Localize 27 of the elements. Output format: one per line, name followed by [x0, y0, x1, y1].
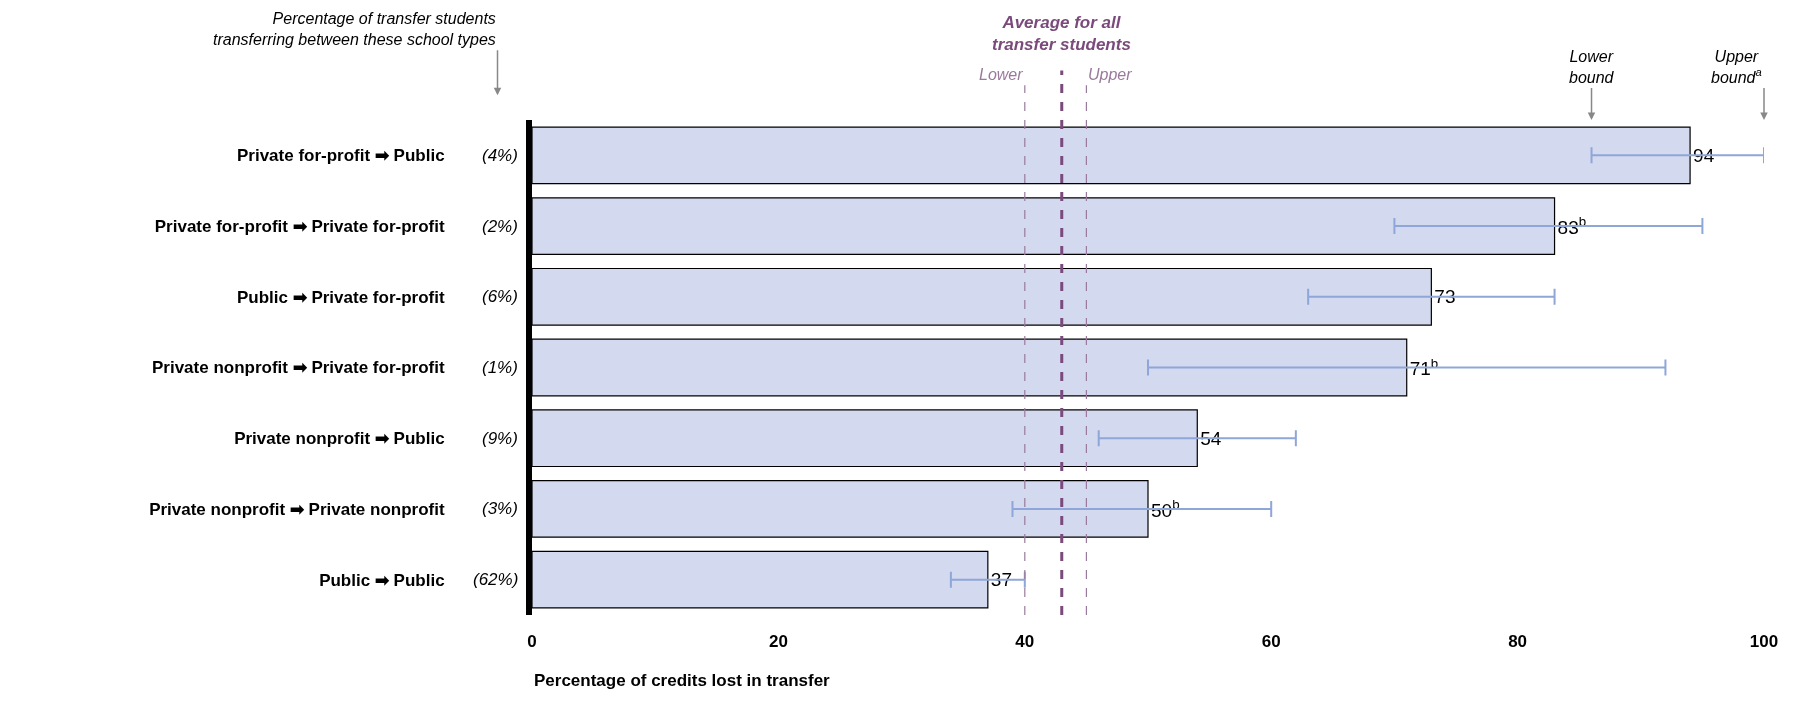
x-tick-label: 0: [527, 632, 537, 651]
text: Lower bound: [1569, 48, 1615, 86]
y-tick-label: Private for-profit ➡ Private for-profit: [154, 217, 445, 237]
text: (4%): [482, 146, 518, 165]
y-tick-label: Public ➡ Private for-profit: [236, 287, 445, 307]
x-axis-title: Percentage of credits lost in transfer: [534, 671, 831, 690]
ref-line-label: Upper: [1088, 66, 1133, 83]
text: (3%): [482, 499, 518, 518]
text: (9%): [482, 429, 518, 448]
text: (2%): [482, 217, 518, 236]
ref-line-label: Average for all transfer students: [992, 13, 1131, 55]
text: (62%): [473, 570, 519, 589]
y-tick-label: Private for-profit ➡ Public: [236, 146, 445, 166]
y-tick-label: Private nonprofit ➡ Public: [234, 429, 445, 449]
text: (6%): [482, 287, 518, 306]
text: Upper bound$^{a}$: [1711, 48, 1762, 86]
x-tick-label: 20: [768, 632, 788, 651]
text: Percentage of transfer students transferring between these school types: [213, 10, 496, 48]
y-tick-label: Public ➡ Public: [319, 570, 445, 590]
text: (1%): [482, 358, 518, 377]
x-tick-label: 40: [1015, 632, 1035, 651]
x-tick-label: 60: [1261, 632, 1281, 651]
y-tick-label: Private nonprofit ➡ Private nonprofit: [149, 499, 445, 519]
ref-line-label: Lower: [979, 66, 1024, 83]
x-tick-label: 100: [1749, 632, 1779, 651]
y-tick-label: Private nonprofit ➡ Private for-profit: [151, 358, 445, 378]
x-tick-label: 80: [1508, 632, 1528, 651]
